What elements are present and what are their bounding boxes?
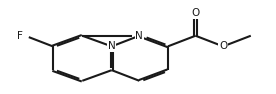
Text: N: N (108, 41, 116, 51)
Text: O: O (191, 8, 200, 18)
Text: N: N (136, 31, 143, 41)
Text: F: F (17, 31, 23, 41)
Text: O: O (219, 41, 227, 51)
